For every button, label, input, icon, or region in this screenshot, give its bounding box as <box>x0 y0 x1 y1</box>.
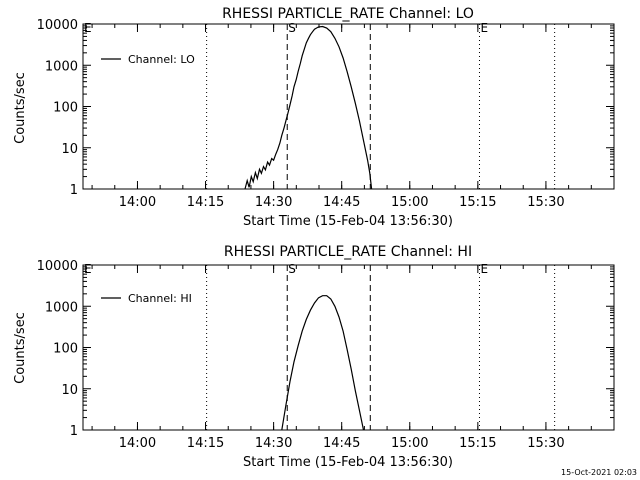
legend-label: Channel: HI <box>128 292 192 305</box>
marker-label: E <box>84 21 92 35</box>
y-tick-label: 1 <box>70 183 78 198</box>
legend-label: Channel: LO <box>128 53 195 66</box>
plot-frame <box>82 23 615 190</box>
x-tick-label: 14:45 <box>323 436 360 451</box>
marker-label: E <box>480 21 488 35</box>
chart-panel-hi: RHESSI PARTICLE_RATE Channel: HI 14:00 14… <box>13 244 615 470</box>
data-series-line <box>281 295 365 431</box>
y-tick-label: 10 <box>61 142 78 157</box>
plot-area-lo: 14:00 14:15 14:30 14:45 15:00 15:15 15:30 1 10 10… <box>37 18 615 210</box>
y-tick-label: 1000 <box>45 300 78 315</box>
y-tick-label: 10000 <box>37 18 78 33</box>
x-tick-label: 15:30 <box>527 195 564 210</box>
y-tick-label: 100 <box>53 342 78 357</box>
timestamp: 15-Oct-2021 02:03 <box>561 468 637 477</box>
marker-label: S <box>288 21 296 35</box>
marker-label: E <box>480 262 488 276</box>
x-tick-label: 14:15 <box>187 195 224 210</box>
marker-label: E <box>84 262 92 276</box>
x-tick-label: 15:00 <box>391 436 428 451</box>
data-series-line <box>244 25 373 190</box>
y-tick-label: 100 <box>53 101 78 116</box>
y-tick-label: 1 <box>70 424 78 439</box>
x-tick-label: 15:15 <box>459 195 496 210</box>
x-tick-label: 15:00 <box>391 195 428 210</box>
chart-title: RHESSI PARTICLE_RATE Channel: LO <box>222 6 474 22</box>
x-tick-label: 15:30 <box>527 436 564 451</box>
x-tick-label: 15:15 <box>459 436 496 451</box>
x-axis-label: Start Time (15-Feb-04 13:56:30) <box>243 214 453 229</box>
chart-panel-lo: RHESSI PARTICLE_RATE Channel: LO 14:00 14… <box>13 6 615 229</box>
y-axis-label: Counts/sec <box>13 312 28 384</box>
y-axis-label: Counts/sec <box>13 72 28 144</box>
marker-label: S <box>288 262 296 276</box>
x-tick-label: 14:30 <box>255 436 292 451</box>
x-tick-label: 14:00 <box>119 436 156 451</box>
x-tick-label: 14:30 <box>255 195 292 210</box>
chart-title: RHESSI PARTICLE_RATE Channel: HI <box>224 244 472 260</box>
x-tick-label: 14:45 <box>323 195 360 210</box>
y-tick-label: 10 <box>61 383 78 398</box>
x-tick-label: 14:15 <box>187 436 224 451</box>
y-tick-label: 10000 <box>37 259 78 274</box>
x-tick-label: 14:00 <box>119 195 156 210</box>
plot-frame <box>82 264 615 431</box>
x-axis-label: Start Time (15-Feb-04 13:56:30) <box>243 455 453 470</box>
plot-area-hi: 14:00 14:15 14:30 14:45 15:00 15:15 15:30 1 10 10… <box>37 259 615 451</box>
y-tick-label: 1000 <box>45 59 78 74</box>
